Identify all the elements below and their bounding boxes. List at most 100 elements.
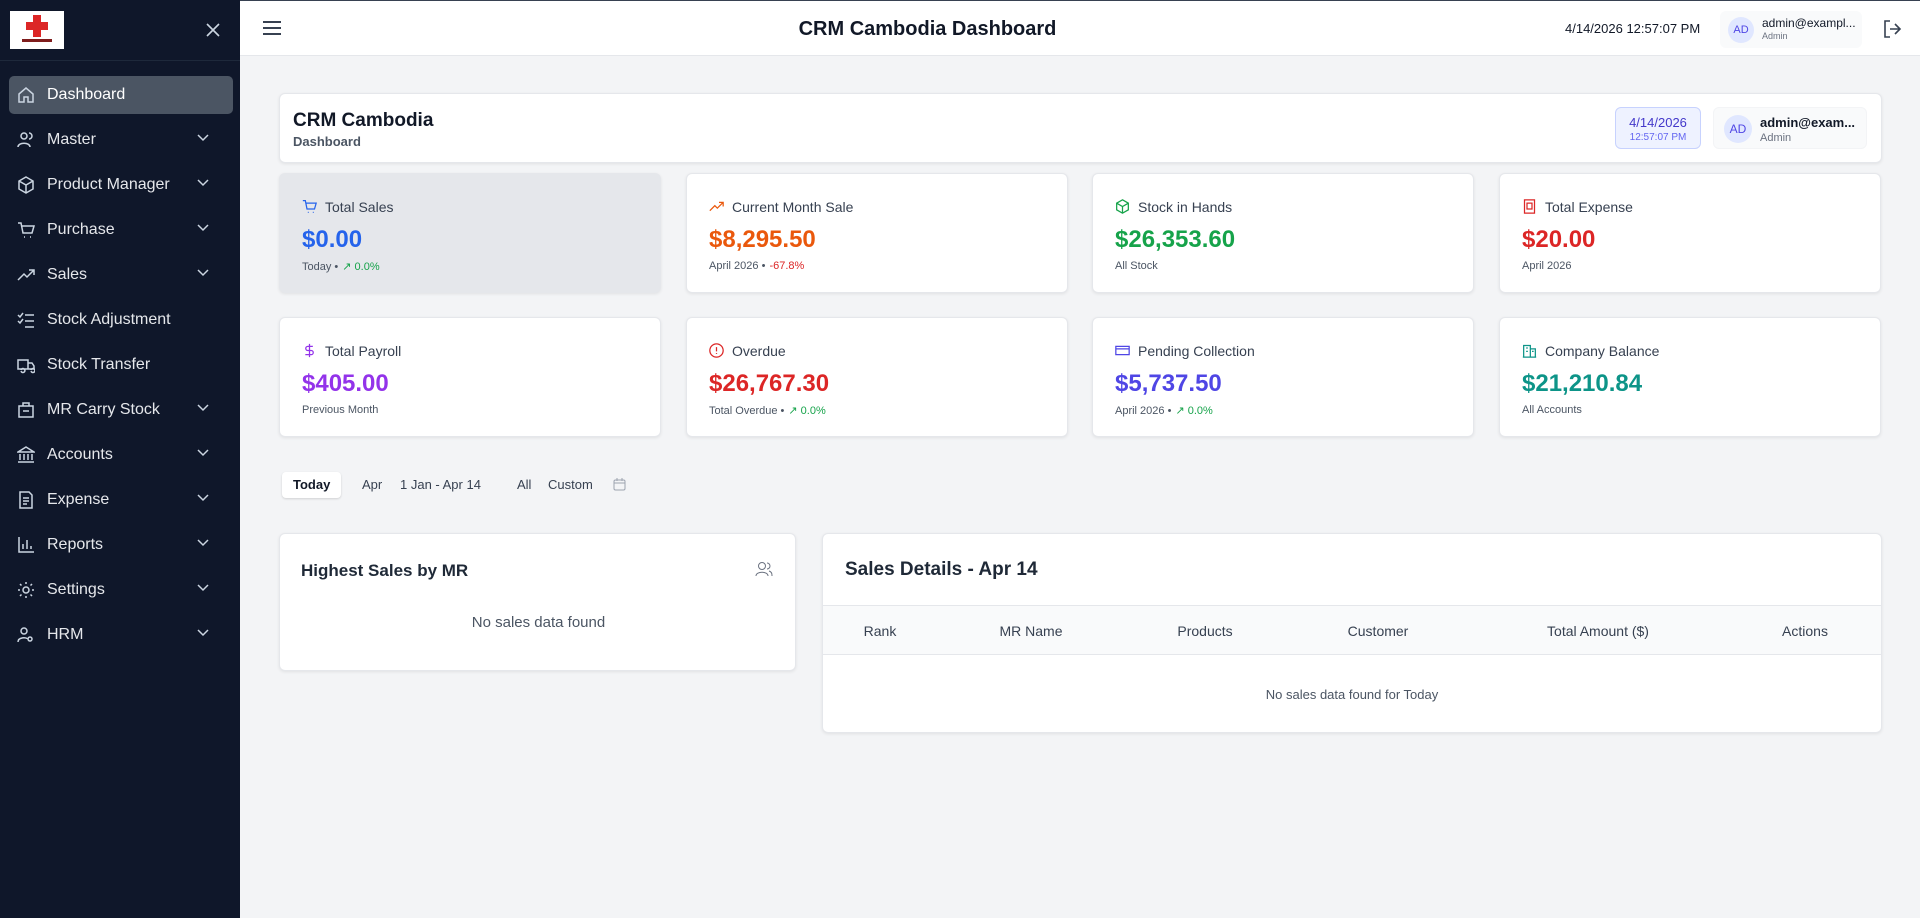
stat-card[interactable]: Current Month Sale $8,295.50 April 2026 • -… — [686, 173, 1068, 293]
chevron — [197, 404, 209, 412]
filter-tab[interactable]: Custom — [548, 477, 593, 492]
change: ↗ 0.0% — [788, 405, 826, 417]
nav-label: Stock Transfer — [47, 356, 151, 373]
column-header: Products — [1177, 623, 1233, 639]
stat-card[interactable]: Overdue $26,767.30 Total Overdue • ↗ 0.0% — [686, 317, 1068, 437]
note-text: All Stock — [1115, 260, 1158, 272]
note-text: Previous Month — [302, 404, 379, 416]
column-header: Customer — [1347, 623, 1409, 639]
nav-item[interactable]: Product Manager — [9, 166, 233, 204]
sales-details-card: Sales Details - Apr 14 No sales data fou… — [822, 533, 1882, 733]
user-email: admin@exam... — [1760, 115, 1856, 130]
nav-label: HRM — [47, 626, 84, 643]
nav-label: MR Carry Stock — [47, 401, 160, 418]
nav-item[interactable]: Settings — [9, 571, 233, 609]
stat-note: April 2026 • -67.8% — [709, 260, 804, 272]
nav-label: Purchase — [47, 221, 115, 238]
icon — [18, 402, 34, 418]
user-menu[interactable]: AD admin@exampl... Admin — [1720, 11, 1862, 48]
stat-icon — [709, 199, 724, 219]
stat-note: All Accounts — [1522, 404, 1582, 416]
stat-value: $405.00 — [302, 370, 389, 397]
stat-value: $26,353.60 — [1115, 226, 1236, 253]
stat-note: April 2026 • ↗ 0.0% — [1115, 404, 1213, 417]
nav-item[interactable]: Stock Transfer — [9, 346, 233, 384]
stat-value: $26,767.30 — [709, 370, 830, 397]
stat-note: Today • ↗ 0.0% — [302, 260, 380, 273]
chevron — [197, 584, 209, 592]
stat-card[interactable]: Stock in Hands $26,353.60 All Stock — [1092, 173, 1474, 293]
stat-icon — [709, 343, 724, 363]
stat-card[interactable]: Company Balance $21,210.84 All Accounts — [1499, 317, 1881, 437]
icon — [18, 537, 34, 553]
stat-value: $8,295.50 — [709, 226, 816, 253]
nav-item[interactable]: Purchase — [9, 211, 233, 249]
nav-label: Sales — [47, 266, 88, 283]
date-chip: 4/14/2026 12:57:07 PM — [1615, 107, 1701, 149]
close-sidebar[interactable] — [206, 23, 220, 37]
chevron — [197, 539, 209, 547]
user-email: admin@exampl... — [1762, 16, 1856, 30]
filter-tab[interactable]: 1 Jan - Apr 14 — [400, 477, 481, 492]
stat-card[interactable]: Total Sales $0.00 Today • ↗ 0.0% — [279, 173, 661, 293]
note-text: April 2026 — [1522, 260, 1572, 272]
empty-message: No sales data found for Today — [1265, 687, 1439, 702]
column-header: Actions — [1782, 623, 1828, 639]
nav-item[interactable]: Sales — [9, 256, 233, 294]
stat-icon — [302, 199, 317, 219]
change: ↗ 0.0% — [342, 261, 380, 273]
icon — [17, 359, 35, 374]
icon — [302, 200, 317, 213]
nav-item[interactable]: Reports — [9, 526, 233, 564]
stat-value: $0.00 — [302, 226, 363, 253]
stat-card[interactable]: Total Expense $20.00 April 2026 — [1499, 173, 1881, 293]
nav-label: Master — [47, 131, 96, 148]
icon — [1522, 344, 1537, 358]
stat-value: $20.00 — [1522, 226, 1596, 253]
stat-label: Total Payroll — [325, 343, 402, 359]
logout[interactable] — [1883, 20, 1903, 38]
icon — [305, 343, 314, 358]
chevron — [197, 269, 209, 277]
avatar: AD — [1724, 115, 1752, 143]
stat-card[interactable]: Total Payroll $405.00 Previous Month — [279, 317, 661, 437]
filter-tab[interactable]: Today — [282, 472, 342, 498]
note-text: Today • — [302, 261, 339, 273]
icon — [19, 491, 33, 509]
change: ↗ 0.0% — [1175, 405, 1213, 417]
user-role: Admin — [1762, 31, 1788, 41]
stat-icon — [1115, 343, 1130, 363]
icon — [18, 222, 35, 238]
stat-card[interactable]: Pending Collection $5,737.50 April 2026 • ↗… — [1092, 317, 1474, 437]
nav-label: Reports — [47, 536, 104, 553]
nav-item[interactable]: Dashboard — [9, 76, 233, 114]
card-title: Sales Details - Apr 14 — [845, 559, 1038, 580]
nav-item[interactable]: HRM — [9, 616, 233, 654]
calendar-icon[interactable] — [613, 478, 626, 491]
nav-item[interactable]: Expense — [9, 481, 233, 519]
date: 4/14/2026 — [1629, 115, 1687, 130]
nav-item[interactable]: Master — [9, 121, 233, 159]
nav-item[interactable]: Stock Adjustment — [9, 301, 233, 339]
empty-message: No sales data found — [471, 614, 606, 631]
column-header: MR Name — [999, 623, 1063, 639]
chevron — [197, 224, 209, 232]
filter-tab[interactable]: Apr — [362, 477, 383, 492]
icon — [1115, 345, 1130, 356]
icon — [1116, 199, 1129, 214]
icon — [17, 269, 35, 281]
page-title: CRM Cambodia — [293, 110, 434, 131]
chevron — [197, 629, 209, 637]
stat-label: Stock in Hands — [1138, 199, 1233, 215]
icon — [17, 627, 33, 643]
stat-label: Pending Collection — [1138, 343, 1255, 359]
filter-tab[interactable]: All — [517, 477, 532, 492]
menu-toggle[interactable] — [263, 20, 281, 36]
nav-label: Product Manager — [47, 176, 170, 193]
icon — [709, 201, 724, 212]
icon — [18, 582, 34, 598]
nav-item[interactable]: MR Carry Stock — [9, 391, 233, 429]
nav-label: Accounts — [47, 446, 113, 463]
sidebar: Dashboard Master Product Manager Purchase Sa… — [0, 0, 240, 918]
nav-item[interactable]: Accounts — [9, 436, 233, 474]
